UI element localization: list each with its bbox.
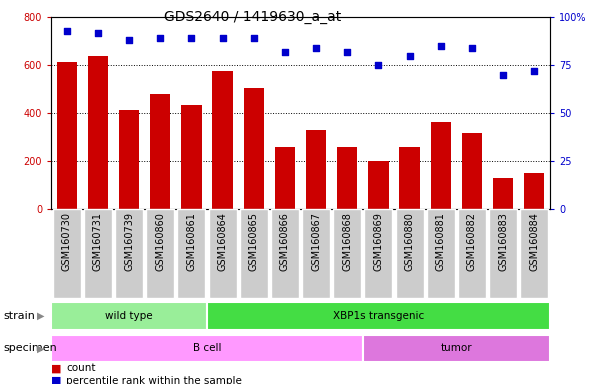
Text: ▶: ▶ — [37, 343, 44, 354]
Text: GSM160866: GSM160866 — [280, 212, 290, 271]
Bar — [88, 56, 108, 209]
Point — [467, 45, 477, 51]
Point — [280, 49, 290, 55]
Bar — [212, 71, 233, 209]
Text: percentile rank within the sample: percentile rank within the sample — [66, 376, 242, 384]
Point — [529, 68, 539, 74]
Bar — [150, 94, 170, 209]
Bar — [119, 110, 139, 209]
FancyBboxPatch shape — [363, 334, 550, 362]
FancyBboxPatch shape — [489, 209, 517, 298]
Point — [436, 43, 445, 49]
FancyBboxPatch shape — [395, 209, 424, 298]
Bar — [306, 130, 326, 209]
Text: GSM160731: GSM160731 — [93, 212, 103, 271]
Text: GSM160884: GSM160884 — [529, 212, 539, 271]
Text: wild type: wild type — [105, 311, 153, 321]
Bar — [275, 147, 295, 209]
Text: ■: ■ — [51, 363, 61, 373]
Point — [124, 37, 134, 43]
Point — [62, 28, 72, 34]
Bar — [462, 133, 482, 209]
Text: specimen: specimen — [3, 343, 56, 354]
Text: ■: ■ — [51, 376, 61, 384]
Point — [156, 35, 165, 41]
FancyBboxPatch shape — [177, 209, 206, 298]
FancyBboxPatch shape — [520, 209, 548, 298]
Point — [405, 53, 415, 59]
Point — [218, 35, 227, 41]
Point — [186, 35, 196, 41]
Text: GDS2640 / 1419630_a_at: GDS2640 / 1419630_a_at — [164, 10, 341, 23]
Text: XBP1s transgenic: XBP1s transgenic — [333, 311, 424, 321]
Bar — [182, 105, 201, 209]
FancyBboxPatch shape — [51, 302, 207, 329]
Point — [498, 72, 508, 78]
Text: GSM160882: GSM160882 — [467, 212, 477, 271]
Text: GSM160881: GSM160881 — [436, 212, 446, 271]
Text: GSM160861: GSM160861 — [186, 212, 197, 271]
Point — [311, 45, 321, 51]
FancyBboxPatch shape — [302, 209, 330, 298]
FancyBboxPatch shape — [458, 209, 486, 298]
Bar — [243, 88, 264, 209]
Text: ▶: ▶ — [37, 311, 44, 321]
Text: tumor: tumor — [441, 343, 472, 354]
FancyBboxPatch shape — [427, 209, 455, 298]
Text: GSM160730: GSM160730 — [62, 212, 72, 271]
Text: GSM160880: GSM160880 — [404, 212, 415, 271]
Bar — [56, 62, 77, 209]
Point — [249, 35, 258, 41]
Text: GSM160860: GSM160860 — [155, 212, 165, 271]
FancyBboxPatch shape — [51, 334, 363, 362]
Bar — [400, 147, 419, 209]
FancyBboxPatch shape — [84, 209, 112, 298]
Bar — [368, 161, 389, 209]
Bar — [431, 122, 451, 209]
Text: GSM160864: GSM160864 — [218, 212, 228, 271]
Bar — [493, 178, 513, 209]
Bar — [337, 147, 358, 209]
FancyBboxPatch shape — [207, 302, 550, 329]
Text: strain: strain — [3, 311, 35, 321]
FancyBboxPatch shape — [364, 209, 392, 298]
FancyBboxPatch shape — [240, 209, 268, 298]
Point — [93, 30, 103, 36]
FancyBboxPatch shape — [115, 209, 143, 298]
Text: GSM160868: GSM160868 — [342, 212, 352, 271]
Text: GSM160883: GSM160883 — [498, 212, 508, 271]
Text: GSM160739: GSM160739 — [124, 212, 134, 271]
Text: B cell: B cell — [193, 343, 221, 354]
Point — [374, 62, 383, 68]
FancyBboxPatch shape — [333, 209, 361, 298]
Text: GSM160867: GSM160867 — [311, 212, 321, 271]
FancyBboxPatch shape — [209, 209, 237, 298]
FancyBboxPatch shape — [53, 209, 81, 298]
Bar — [524, 173, 545, 209]
Point — [343, 49, 352, 55]
FancyBboxPatch shape — [146, 209, 174, 298]
Text: GSM160865: GSM160865 — [249, 212, 259, 271]
Text: GSM160869: GSM160869 — [373, 212, 383, 271]
Text: count: count — [66, 363, 96, 373]
FancyBboxPatch shape — [271, 209, 299, 298]
